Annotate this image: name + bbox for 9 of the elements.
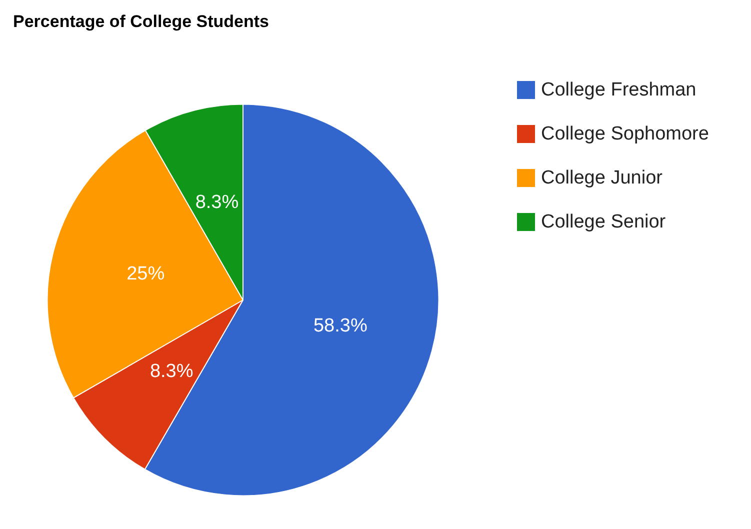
data-label: 25% xyxy=(126,263,165,284)
legend-label: College Senior xyxy=(541,212,666,232)
chart-title: Percentage of College Students xyxy=(13,12,269,31)
data-label: 58.3% xyxy=(313,316,368,337)
legend-label: College Sophomore xyxy=(541,124,709,144)
data-label: 8.3% xyxy=(195,192,239,214)
legend-label: College Freshman xyxy=(541,80,696,100)
legend-label: College Junior xyxy=(541,168,664,188)
data-label: 8.3% xyxy=(150,360,194,382)
